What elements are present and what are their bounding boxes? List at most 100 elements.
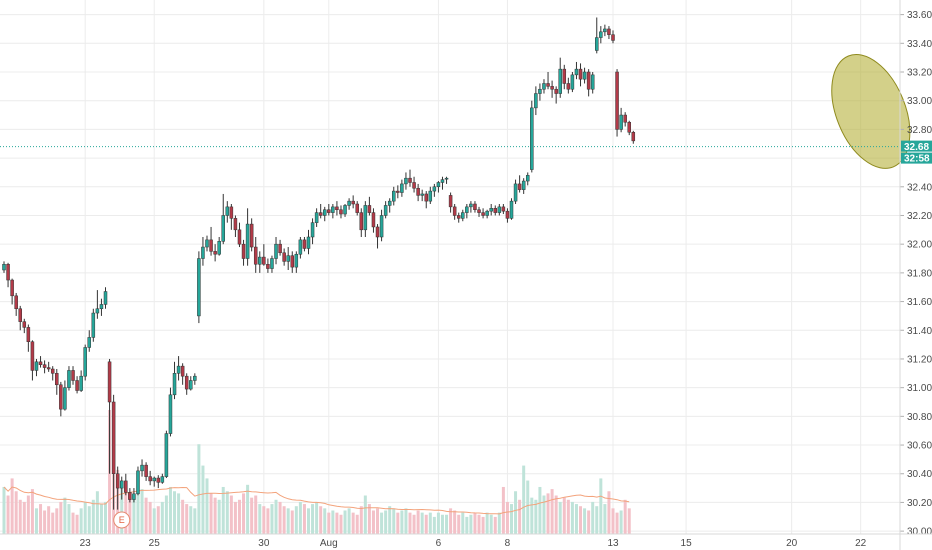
candle-down: [241, 243, 246, 259]
volume-bar: [550, 489, 554, 534]
candle-down: [631, 132, 636, 142]
volume-bar: [595, 506, 599, 534]
volume-bar: [160, 501, 164, 534]
candle-up: [314, 212, 319, 223]
volume-bar: [566, 499, 570, 534]
candle-down: [26, 327, 31, 342]
volume-bar: [242, 493, 246, 534]
volume-bar: [607, 491, 611, 534]
volume-bar: [128, 495, 132, 534]
volume-bar: [505, 501, 509, 534]
candle-up: [525, 175, 530, 182]
volume-bar: [574, 504, 578, 534]
candle-down: [46, 367, 51, 370]
volume-bar: [71, 512, 75, 534]
price-tick-label: 30.40: [907, 469, 932, 480]
volume-bar: [554, 495, 558, 534]
time-tick-label: 22: [855, 538, 867, 549]
candle-down: [627, 121, 631, 133]
volume-bar: [91, 499, 95, 534]
volume-bar: [335, 512, 339, 534]
candle-down: [14, 295, 18, 309]
earnings-marker-label[interactable]: E: [119, 515, 125, 525]
candle-down: [213, 251, 217, 255]
candle-up: [574, 68, 579, 76]
candle-up: [440, 179, 445, 183]
volume-bar: [343, 510, 347, 534]
earnings-marker[interactable]: E: [113, 511, 131, 529]
volume-bar: [258, 504, 262, 534]
volume-bar: [237, 499, 241, 534]
candle-down: [180, 365, 185, 377]
price-tick-label: 31.80: [907, 268, 932, 279]
candle-up: [558, 68, 562, 94]
candle-down: [586, 71, 591, 90]
volume-bar: [538, 486, 542, 534]
candle-up: [404, 177, 408, 185]
candle-down: [10, 279, 14, 297]
candle-down: [262, 256, 266, 265]
time-tick-label: 15: [681, 538, 693, 549]
candle-down: [493, 208, 498, 213]
volume-bar: [67, 504, 71, 534]
candle-up: [99, 304, 104, 309]
candle-down: [501, 206, 506, 212]
volume-bar: [18, 499, 22, 534]
volume-bar: [376, 508, 380, 534]
candle-down: [6, 264, 10, 281]
volume-bar: [485, 512, 489, 534]
volume-bar: [388, 506, 392, 534]
volume-bar: [233, 501, 237, 534]
volume-bar: [26, 495, 30, 534]
price-tick-label: 31.00: [907, 383, 932, 394]
candle-down: [424, 193, 428, 202]
candle-up: [197, 258, 201, 317]
volume-bar: [2, 486, 6, 534]
candle-up: [286, 255, 290, 262]
time-tick-label: 23: [80, 538, 92, 549]
volume-bar: [514, 491, 518, 534]
volume-bar: [583, 508, 587, 534]
candle-up: [331, 206, 335, 213]
candle-up: [168, 394, 173, 434]
price-tick-label: 33.00: [907, 96, 932, 107]
candle-down: [367, 205, 372, 213]
volume-bar: [465, 516, 469, 534]
volume-bar: [10, 478, 14, 534]
time-tick-label: Aug: [320, 538, 338, 549]
volume-bar: [579, 506, 583, 534]
candle-down: [278, 243, 282, 254]
candle-up: [160, 476, 165, 483]
volume-bar: [355, 514, 359, 534]
candle-up: [538, 88, 542, 94]
volume-bar: [181, 499, 185, 534]
volume-bars: [2, 410, 631, 534]
candle-down: [517, 183, 522, 190]
price-tick-label: 31.60: [907, 297, 932, 308]
volume-bar: [530, 497, 534, 534]
volume-bar: [627, 508, 631, 534]
volume-bar: [331, 510, 335, 534]
candle-down: [473, 203, 477, 210]
volume-bar: [270, 504, 274, 534]
candle-down: [359, 212, 364, 231]
volume-bar: [225, 491, 229, 534]
candle-down: [566, 83, 571, 90]
earnings-marker-circle[interactable]: [113, 511, 131, 529]
volume-bar: [396, 512, 400, 534]
candle-down: [456, 215, 461, 219]
volume-bar: [380, 512, 384, 534]
time-axis: 23 25 30 Aug 6 8 13 15 20 22: [0, 533, 932, 549]
volume-bar: [412, 514, 416, 534]
volume-bar: [302, 504, 306, 534]
candle-down: [124, 480, 128, 493]
volume-bar: [570, 501, 574, 534]
grid-lines: [0, 0, 900, 534]
volume-bar: [189, 506, 193, 534]
volume-bar: [168, 486, 172, 534]
candle-down: [607, 28, 611, 35]
volume-bar: [120, 480, 124, 534]
candle-up: [258, 256, 262, 265]
candle-down: [282, 252, 286, 262]
volume-bar: [148, 501, 152, 534]
